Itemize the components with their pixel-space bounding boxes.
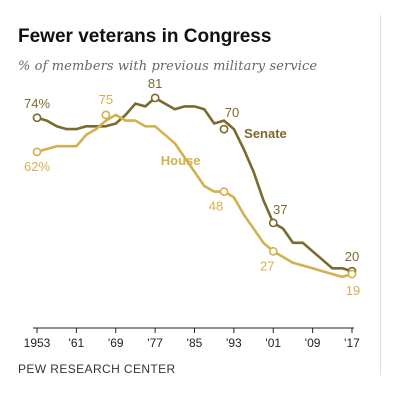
series-label-senate: Senate [244, 126, 287, 141]
x-tick-label-1977: '77 [147, 336, 163, 350]
data-label-senate-1977: 81 [148, 76, 162, 91]
data-label-house-1967: 75 [99, 92, 113, 107]
x-tick-label-2009: '09 [305, 336, 321, 350]
x-tick-label-1993: '93 [226, 336, 242, 350]
x-tick-label-2001: '01 [265, 336, 281, 350]
x-tick-label-1961: '61 [69, 336, 85, 350]
marker-house-2001 [268, 246, 278, 256]
marker-senate-1953 [32, 113, 42, 123]
data-label-senate-1953: 74% [24, 96, 50, 111]
series-line-senate [35, 96, 354, 273]
data-label-house-1991: 48 [209, 199, 223, 214]
x-tick-label-2017: '17 [344, 336, 360, 350]
frame-divider [380, 15, 381, 375]
chart-subtitle: % of members with previous military serv… [18, 59, 318, 74]
data-label-senate-1991: 70 [225, 105, 239, 120]
data-label-house-2001: 27 [260, 258, 274, 273]
marker-house-1967 [101, 110, 111, 120]
series-line-house [35, 113, 354, 279]
series-label-house: House [161, 153, 201, 168]
data-label-house-1953: 62% [24, 159, 50, 174]
marker-senate-1977 [150, 93, 160, 103]
marker-house-2017 [347, 269, 357, 279]
marker-house-1953 [32, 147, 42, 157]
x-tick-label-1969: '69 [108, 336, 124, 350]
marker-senate-2001 [268, 218, 278, 228]
chart-title: Fewer veterans in Congress [18, 26, 272, 47]
data-label-house-2017: 19 [346, 283, 360, 298]
source-label: PEW RESEARCH CENTER [18, 362, 176, 376]
data-label-senate-2017: 20 [345, 249, 359, 264]
data-label-senate-2001: 37 [273, 202, 287, 217]
marker-house-1991 [219, 187, 229, 197]
x-tick-label-1985: '85 [187, 336, 203, 350]
x-tick-label-1953: 1953 [24, 336, 51, 350]
marker-senate-1991 [219, 124, 229, 134]
